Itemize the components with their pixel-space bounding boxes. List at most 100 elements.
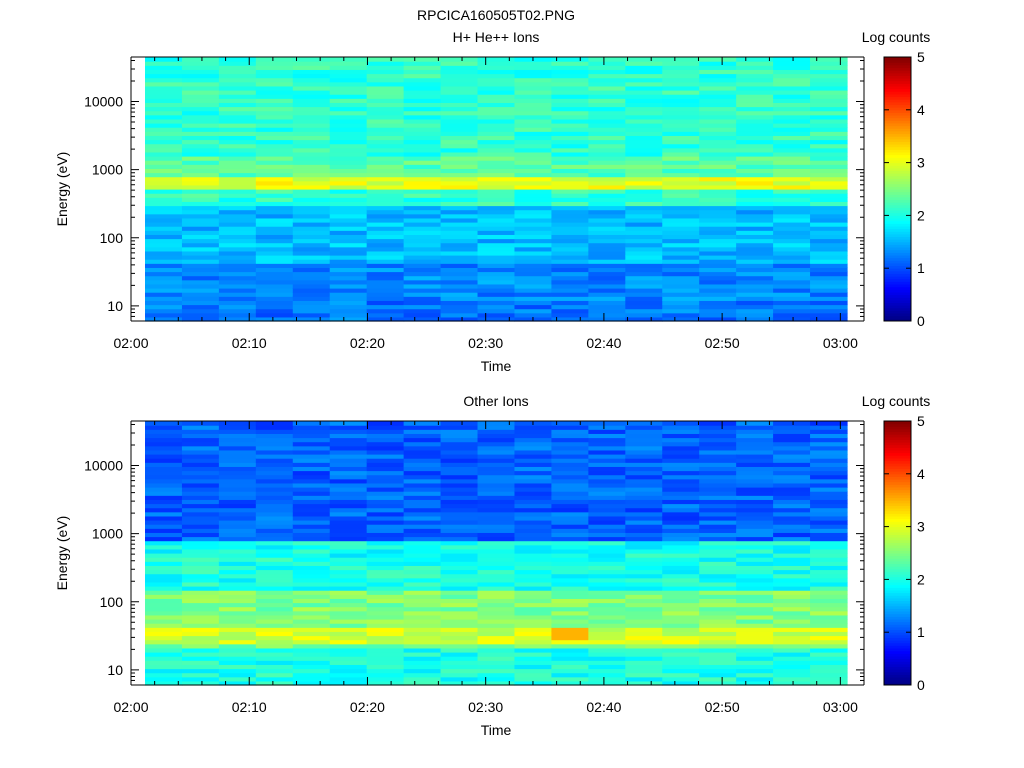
spectrogram-cell — [403, 548, 442, 554]
spectrogram-cell — [403, 627, 442, 632]
colorbar-segment — [884, 492, 911, 496]
colorbar-segment — [884, 476, 911, 480]
spectrogram-cell — [477, 193, 516, 198]
spectrogram-cell — [588, 495, 626, 500]
spectrogram-cell — [477, 271, 516, 277]
spectrogram-cell — [625, 470, 663, 476]
spectrogram-cell — [145, 536, 183, 542]
spectrogram-cell — [699, 528, 737, 533]
spectrogram-cell — [773, 160, 811, 165]
colorbar-segment — [884, 505, 911, 509]
spectrogram-cell — [736, 676, 774, 682]
spectrogram-cell — [514, 118, 553, 124]
colorbar-segment — [884, 136, 911, 140]
spectrogram-cell — [366, 614, 405, 620]
spectrogram-cell — [699, 176, 737, 182]
spectrogram-cell — [551, 156, 589, 161]
spectrogram-cell — [699, 279, 737, 285]
spectrogram-cell — [773, 226, 811, 231]
spectrogram-cell — [181, 680, 220, 686]
spectrogram-cell — [329, 300, 368, 306]
spectrogram-cell — [218, 586, 257, 591]
colorbar-segment — [884, 175, 911, 179]
spectrogram-cell — [477, 470, 516, 476]
spectrogram-cell — [477, 164, 516, 169]
spectrogram-cell — [662, 577, 700, 583]
colorbar-segment — [884, 568, 911, 572]
spectrogram-cell — [736, 304, 774, 310]
spectrogram-cell — [699, 565, 737, 571]
spectrogram-cell — [699, 250, 737, 256]
spectrogram-cell — [773, 664, 811, 670]
spectrogram-cell — [145, 73, 183, 79]
spectrogram-cell — [366, 226, 405, 231]
colorbar-segment — [884, 181, 911, 185]
spectrogram-cell — [514, 230, 553, 235]
spectrogram-cell — [292, 454, 331, 459]
colorbar-segment — [884, 423, 911, 427]
spectrogram-cell — [477, 279, 516, 285]
spectrogram-cell — [773, 90, 811, 95]
spectrogram-cell — [662, 466, 700, 472]
spectrogram-cell — [810, 304, 848, 310]
spectrogram-cell — [662, 590, 700, 595]
spectrogram-cell — [810, 606, 848, 612]
spectrogram-cell — [810, 478, 848, 484]
spectrogram-cell — [588, 300, 626, 306]
spectrogram-cell — [440, 81, 479, 87]
spectrogram-cell — [699, 474, 737, 480]
spectrogram-cell — [218, 619, 257, 624]
spectrogram-cell — [292, 540, 331, 546]
colorbar-segment — [884, 626, 911, 631]
spectrogram-cell — [551, 246, 589, 252]
spectrogram-cell — [218, 316, 257, 322]
spectrogram-cell — [218, 288, 257, 293]
colorbar-segment — [884, 233, 911, 238]
spectrogram-cell — [773, 466, 811, 472]
spectrogram-cell — [366, 213, 405, 219]
spectrogram-cell — [810, 193, 848, 198]
spectrogram-cell — [477, 300, 516, 306]
spectrogram-cell — [292, 238, 331, 244]
spectrogram-cell — [329, 197, 368, 202]
spectrogram-cell — [366, 536, 405, 542]
spectrogram-cell — [403, 238, 442, 244]
spectrogram-cell — [366, 507, 405, 513]
spectrogram-cell — [699, 114, 737, 120]
spectrogram-cell — [292, 160, 331, 165]
spectrogram-cell — [699, 668, 737, 674]
spectrogram-cell — [736, 577, 774, 583]
spectrogram-cell — [218, 503, 257, 509]
spectrogram-cell — [773, 127, 811, 132]
spectrogram-cell — [662, 259, 700, 264]
spectrogram-cell — [255, 553, 294, 558]
spectrogram-cell — [329, 259, 368, 264]
spectrogram-cell — [366, 57, 405, 62]
spectrogram-cell — [292, 643, 331, 649]
spectrogram-cell — [662, 213, 700, 219]
spectrogram-cell — [440, 524, 479, 529]
spectrogram-cell — [810, 69, 848, 75]
spectrogram-cell — [736, 73, 774, 79]
spectrogram-cell — [145, 238, 183, 244]
spectrogram-cell — [366, 131, 405, 136]
spectrogram-cell — [773, 553, 811, 558]
colorbar-segment — [884, 72, 911, 76]
spectrogram-cell — [662, 631, 700, 637]
spectrogram-cell — [625, 676, 663, 682]
spectrogram-cell — [477, 242, 516, 248]
spectrogram-cell — [514, 246, 553, 252]
spectrogram-cell — [514, 172, 553, 178]
spectrogram-cell — [551, 462, 589, 467]
spectrogram-cell — [218, 156, 257, 161]
spectrogram-cell — [329, 283, 368, 289]
spectrogram-cell — [551, 631, 589, 637]
spectrogram-cell — [625, 610, 663, 616]
spectrogram-cell — [810, 660, 848, 665]
colorbar-segment — [884, 484, 911, 488]
spectrogram-cell — [292, 565, 331, 571]
spectrogram-cell — [588, 238, 626, 244]
spectrogram-cell — [292, 544, 331, 550]
spectrogram-cell — [699, 316, 737, 322]
colorbar-segment — [884, 273, 911, 277]
